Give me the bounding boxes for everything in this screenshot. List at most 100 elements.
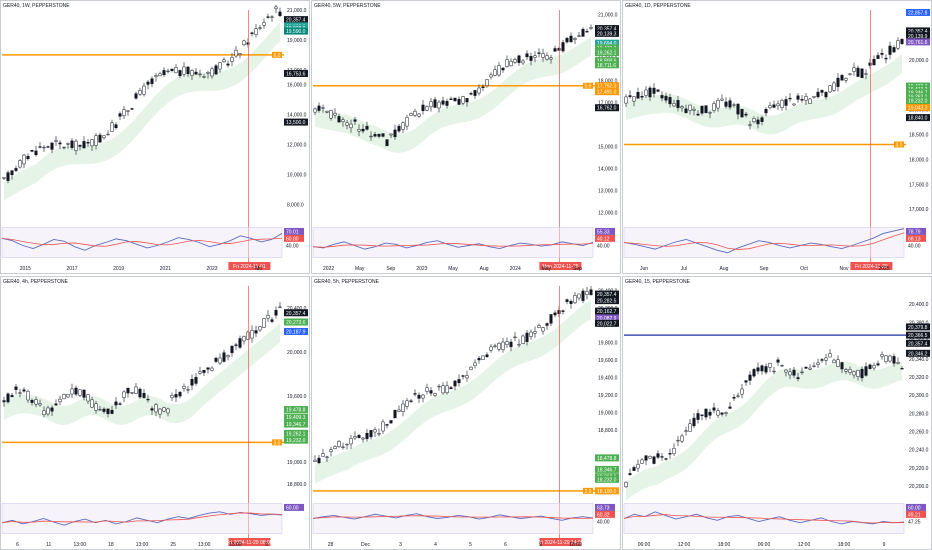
x-tick-label: 13:00: [74, 542, 87, 548]
x-tick-label: 4: [434, 542, 437, 548]
price-tag-label: 20,022.7: [597, 321, 617, 327]
candle-body: [748, 124, 752, 126]
x-tick-label: 18:00: [718, 542, 731, 548]
candle-body: [712, 103, 716, 111]
candle-body: [198, 73, 202, 76]
chart-panel-5: GER40, 5h, PEPPERSTONE20,400.020,200.020…: [311, 276, 621, 550]
chart-panel-4: GER40, 4h, PEPPERSTONE 20,400.0 20,000.0 19…: [0, 276, 310, 550]
price-tag-label: 16,753.6: [286, 71, 306, 77]
candle-body: [644, 455, 648, 461]
candle-body: [680, 106, 684, 109]
candle-body: [784, 369, 788, 373]
candle-body: [868, 364, 872, 369]
line-tag-label: 3.0: [896, 142, 903, 148]
line-tag-label: 5.0: [585, 84, 592, 90]
price-tag-label: 20,357.4: [908, 29, 928, 35]
candle-body: [573, 38, 577, 40]
y-tick-label: 12,000.0: [287, 142, 307, 148]
price-tag-label: 22,857.8: [908, 10, 928, 16]
y-tick-label: 20,260.0: [909, 430, 929, 436]
price-tag-box: [284, 406, 308, 414]
price-tag-box: [595, 487, 619, 495]
chart-title: GER40, 5h, PEPPERSTONE: [314, 279, 380, 285]
candle-body: [445, 101, 449, 106]
candle-body: [836, 359, 840, 367]
price-tag-label: 20,366.5: [908, 333, 928, 339]
candle-body: [274, 310, 278, 316]
y-tick-label: 20,340.0: [909, 357, 929, 363]
rsi-tag-label: 60.00: [286, 505, 299, 511]
candle-body: [728, 100, 732, 108]
candle-body: [856, 369, 860, 378]
candle-body: [433, 99, 437, 108]
candle-body: [234, 344, 238, 346]
candle-body: [154, 404, 158, 413]
date-marker-label: Fri 2024-11-29: [855, 264, 888, 270]
candle-body: [457, 379, 461, 384]
price-tag-label: 20,357.4: [597, 27, 617, 33]
candle-body: [182, 66, 186, 75]
y-tick-label: 20,300.0: [909, 393, 929, 399]
candle-body: [529, 331, 533, 337]
candle-body: [377, 433, 381, 435]
candle-body: [401, 403, 405, 412]
candle-body: [429, 390, 433, 394]
candle-body: [569, 35, 573, 43]
candle-body: [345, 443, 349, 446]
x-tick-label: 13:00: [198, 542, 211, 548]
candle-body: [122, 391, 126, 398]
candle-body: [589, 27, 593, 29]
candle-body: [389, 133, 393, 136]
candle-body: [441, 385, 445, 394]
x-tick-label: 13:00: [136, 542, 149, 548]
price-tag-label: 19,043.3: [908, 105, 928, 111]
candle-body: [816, 362, 820, 365]
candle-body: [10, 170, 14, 176]
candle-body: [561, 310, 565, 312]
candle-body: [792, 369, 796, 376]
candle-body: [218, 62, 222, 70]
candle-body: [708, 112, 712, 114]
candle-body: [278, 11, 282, 16]
rsi-tag-label: 60.80: [286, 236, 299, 242]
candle-body: [648, 455, 652, 459]
y-tick-label: 19,400.0: [598, 376, 618, 382]
candle-body: [852, 67, 856, 72]
candle-body: [509, 341, 513, 348]
x-tick-label: Jul: [681, 266, 687, 272]
candle-body: [38, 403, 42, 406]
candle-body: [178, 70, 182, 77]
rsi-tag-box: [284, 503, 304, 511]
y-tick-label: 19,200.0: [598, 393, 618, 399]
candle-body: [828, 353, 832, 358]
candle-body: [888, 355, 892, 362]
candle-body: [461, 375, 465, 377]
rsi-tag-box: [906, 234, 926, 242]
candle-body: [361, 437, 365, 440]
candle-body: [672, 103, 676, 107]
chart-title: GER40, 1W, PEPPERSTONE: [3, 3, 70, 9]
candle-body: [389, 420, 393, 424]
candle-body: [329, 449, 333, 453]
price-tag-box: [284, 318, 308, 326]
rsi-tag-label: 63.73: [597, 505, 610, 511]
price-tag-label: 20,761.6: [908, 40, 928, 46]
x-tick-label: 2023: [416, 266, 427, 272]
candle-body: [844, 78, 848, 81]
candle-body: [688, 423, 692, 432]
candle-body: [517, 55, 521, 63]
y-tick-label: 20,400.0: [909, 302, 929, 308]
candle-body: [262, 22, 266, 26]
candle-body: [333, 446, 337, 450]
candle-body: [321, 453, 325, 457]
price-tag-label: 20,082.9: [597, 316, 617, 322]
x-tick-label: 2022: [323, 266, 334, 272]
price-tag-box: [595, 297, 619, 305]
candle-body: [856, 67, 860, 77]
candle-body: [238, 53, 242, 55]
candle-body: [896, 40, 900, 49]
price-tag-box: [906, 8, 930, 16]
x-tick-label: Mo: [255, 266, 262, 272]
candle-body: [182, 386, 186, 389]
rsi-tag-label: 40.00: [286, 243, 299, 249]
